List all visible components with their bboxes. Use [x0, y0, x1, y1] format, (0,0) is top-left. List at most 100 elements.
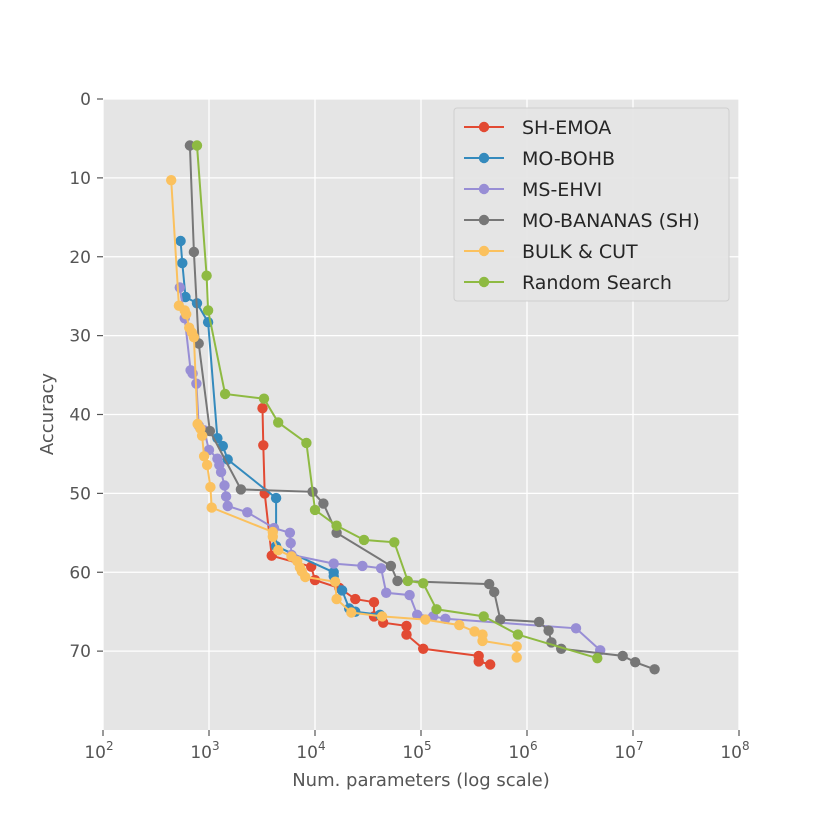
legend-label: BULK & CUT [522, 241, 638, 263]
legend-marker [478, 245, 490, 257]
data-point [375, 563, 387, 574]
x-tick-label: 106 [508, 739, 537, 763]
data-point [404, 589, 415, 601]
data-point [385, 560, 397, 572]
data-point [215, 466, 227, 478]
y-tick-label: 10 [69, 169, 91, 189]
data-point [330, 576, 341, 587]
data-point [273, 417, 284, 428]
data-point [191, 140, 203, 151]
data-point [219, 480, 230, 491]
series-line-mo-bohb [179, 240, 381, 616]
data-point [174, 282, 185, 293]
data-point [336, 585, 348, 596]
data-point [273, 545, 284, 556]
data-point [180, 291, 191, 303]
data-point [489, 586, 500, 598]
legend-marker [478, 121, 490, 133]
data-point [420, 614, 431, 625]
data-point [257, 403, 268, 414]
data-point [392, 575, 403, 587]
data-point [381, 587, 392, 598]
data-point [285, 537, 296, 549]
data-point [358, 534, 370, 546]
y-tick-label: 0 [80, 90, 91, 110]
data-point [175, 235, 186, 247]
data-point [469, 626, 480, 637]
data-point [511, 641, 522, 652]
data-point [188, 246, 200, 258]
data-point [205, 481, 216, 493]
legend-item-mo-bananas-sh: MO-BANANAS (SH) [464, 210, 700, 232]
legend-marker [478, 214, 490, 226]
data-point [331, 593, 342, 605]
legend-marker [478, 183, 490, 195]
legend-item-sh-emoa: SH-EMOA [464, 117, 611, 139]
data-point [202, 305, 214, 316]
data-point [511, 652, 522, 663]
y-tick-label: 60 [69, 563, 91, 583]
data-point [242, 507, 253, 518]
data-point [177, 257, 188, 269]
data-point [357, 560, 368, 572]
data-point [454, 619, 465, 631]
x-tick-label: 105 [402, 739, 431, 763]
data-point [376, 611, 388, 622]
data-point [196, 430, 208, 441]
data-point [206, 502, 217, 513]
y-tick-label: 70 [69, 642, 91, 662]
series-layer [166, 140, 660, 675]
data-point [649, 664, 660, 675]
legend-box [453, 107, 730, 302]
legend-label: MS-EHVI [522, 179, 602, 201]
data-point [512, 629, 524, 640]
data-point [630, 657, 641, 668]
data-point [204, 425, 216, 437]
series-random-search [191, 140, 603, 664]
data-point [412, 609, 423, 620]
data-point [401, 620, 412, 632]
y-axis-label: Accuracy [37, 373, 58, 456]
data-point [485, 659, 496, 670]
data-point [617, 650, 628, 662]
data-point [495, 614, 506, 625]
data-point [440, 613, 451, 624]
data-point [418, 578, 429, 589]
data-point [328, 558, 339, 569]
data-point [258, 440, 269, 451]
data-point [301, 437, 312, 449]
data-point [431, 604, 442, 615]
data-point [270, 492, 282, 504]
data-point [477, 635, 488, 647]
x-tick-label: 104 [296, 739, 325, 763]
data-point [389, 537, 400, 548]
data-point [201, 459, 213, 471]
data-point [402, 575, 413, 587]
data-point [484, 578, 495, 590]
data-point [220, 491, 232, 502]
data-point [201, 270, 212, 281]
data-point [401, 629, 412, 640]
data-point [478, 611, 489, 622]
y-tick-label: 50 [69, 484, 91, 504]
data-point [181, 309, 192, 320]
y-tick-label: 20 [69, 248, 91, 268]
x-tick-label: 107 [614, 739, 643, 763]
data-point [258, 393, 270, 404]
data-point [346, 607, 357, 618]
data-point [473, 656, 484, 667]
data-point [284, 527, 296, 538]
legend-label: MO-BANANAS (SH) [522, 210, 700, 232]
data-point [533, 616, 545, 628]
data-point [300, 571, 311, 583]
y-tick-label: 30 [69, 327, 91, 347]
data-point [235, 484, 247, 495]
legend-item-mo-bohb: MO-BOHB [464, 148, 615, 170]
data-point [418, 643, 429, 654]
data-point [570, 623, 582, 634]
legend-label: Random Search [522, 272, 672, 294]
legend: SH-EMOA MO-BOHB MS-EHVI MO-BANANAS (SH) BULK… [453, 107, 730, 302]
data-point [368, 597, 380, 608]
legend-marker [478, 152, 490, 164]
